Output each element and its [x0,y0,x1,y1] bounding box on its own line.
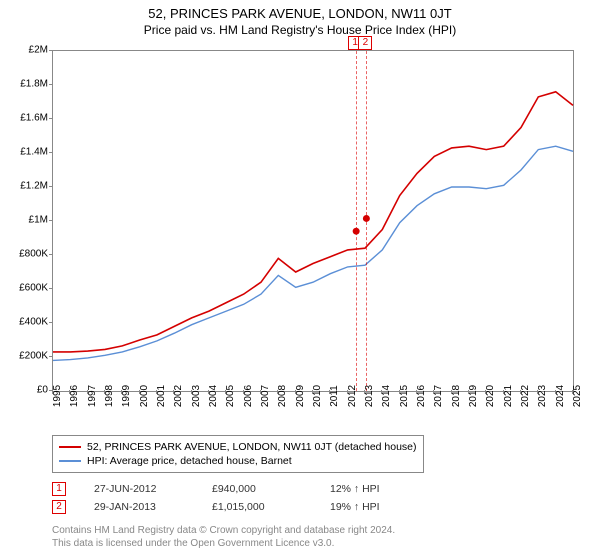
x-tick-label: 2018 [451,385,462,407]
x-tick-label: 2022 [520,385,531,407]
chart-svg [53,51,573,391]
x-tick-label: 2017 [433,385,444,407]
sales-row: 2 29-JAN-2013 £1,015,000 19% ↑ HPI [52,498,420,516]
x-tick-label: 1996 [69,385,80,407]
y-tick-label: £2M [4,45,48,56]
x-tick-label: 2008 [277,385,288,407]
legend-swatch-1 [59,446,81,448]
title-sub: Price paid vs. HM Land Registry's House … [0,23,600,37]
y-tick-label: £1.8M [4,79,48,90]
sale-price: £940,000 [212,483,302,495]
x-tick-label: 2014 [381,385,392,407]
chart-plot-area [52,50,574,392]
footer-line-1: Contains HM Land Registry data © Crown c… [52,524,395,537]
sale-price: £1,015,000 [212,501,302,513]
sale-marker-2: 2 [52,500,66,514]
x-tick-label: 2016 [416,385,427,407]
x-tick-label: 2023 [537,385,548,407]
x-tick-label: 2009 [295,385,306,407]
x-tick-label: 2025 [572,385,583,407]
x-tick-label: 2000 [139,385,150,407]
y-tick-label: £1M [4,215,48,226]
y-tick-label: £600K [4,283,48,294]
legend-swatch-2 [59,460,81,462]
series-line [53,146,573,360]
x-tick-label: 2013 [364,385,375,407]
x-tick-label: 2005 [225,385,236,407]
x-tick-label: 2007 [260,385,271,407]
sale-delta: 19% ↑ HPI [330,501,420,513]
sale-marker-1: 1 [52,482,66,496]
title-block: 52, PRINCES PARK AVENUE, LONDON, NW11 0J… [0,0,600,37]
x-tick-label: 2003 [191,385,202,407]
x-tick-label: 1997 [87,385,98,407]
x-tick-label: 2006 [243,385,254,407]
x-tick-label: 2024 [555,385,566,407]
series-line [53,92,573,352]
legend-box: 52, PRINCES PARK AVENUE, LONDON, NW11 0J… [52,435,424,473]
y-tick-label: £0 [4,385,48,396]
sale-vline [366,51,367,391]
y-tick-label: £1.2M [4,181,48,192]
y-tick-label: £200K [4,351,48,362]
x-tick-label: 2015 [399,385,410,407]
x-tick-label: 1998 [104,385,115,407]
x-tick-label: 2010 [312,385,323,407]
y-tick-label: £800K [4,249,48,260]
sale-date: 27-JUN-2012 [94,483,184,495]
legend-row: 52, PRINCES PARK AVENUE, LONDON, NW11 0J… [59,440,417,454]
sales-table: 1 27-JUN-2012 £940,000 12% ↑ HPI 2 29-JA… [52,480,420,516]
sale-marker-top: 2 [358,36,372,50]
footer: Contains HM Land Registry data © Crown c… [52,524,395,550]
x-tick-label: 2012 [347,385,358,407]
x-tick-label: 2020 [485,385,496,407]
y-tick-label: £1.4M [4,147,48,158]
legend-label-2: HPI: Average price, detached house, Barn… [87,455,292,467]
x-tick-label: 1995 [52,385,63,407]
chart-container: 52, PRINCES PARK AVENUE, LONDON, NW11 0J… [0,0,600,560]
legend-label-1: 52, PRINCES PARK AVENUE, LONDON, NW11 0J… [87,441,417,453]
sales-row: 1 27-JUN-2012 £940,000 12% ↑ HPI [52,480,420,498]
legend-row: HPI: Average price, detached house, Barn… [59,454,417,468]
x-tick-label: 1999 [121,385,132,407]
x-tick-label: 2001 [156,385,167,407]
y-tick-label: £400K [4,317,48,328]
title-main: 52, PRINCES PARK AVENUE, LONDON, NW11 0J… [0,6,600,21]
x-tick-label: 2004 [208,385,219,407]
x-tick-label: 2021 [503,385,514,407]
sale-delta: 12% ↑ HPI [330,483,420,495]
x-tick-label: 2011 [329,385,340,407]
y-tick-label: £1.6M [4,113,48,124]
sale-date: 29-JAN-2013 [94,501,184,513]
x-tick-label: 2002 [173,385,184,407]
footer-line-2: This data is licensed under the Open Gov… [52,537,395,550]
x-tick-label: 2019 [468,385,479,407]
sale-vline [356,51,357,391]
